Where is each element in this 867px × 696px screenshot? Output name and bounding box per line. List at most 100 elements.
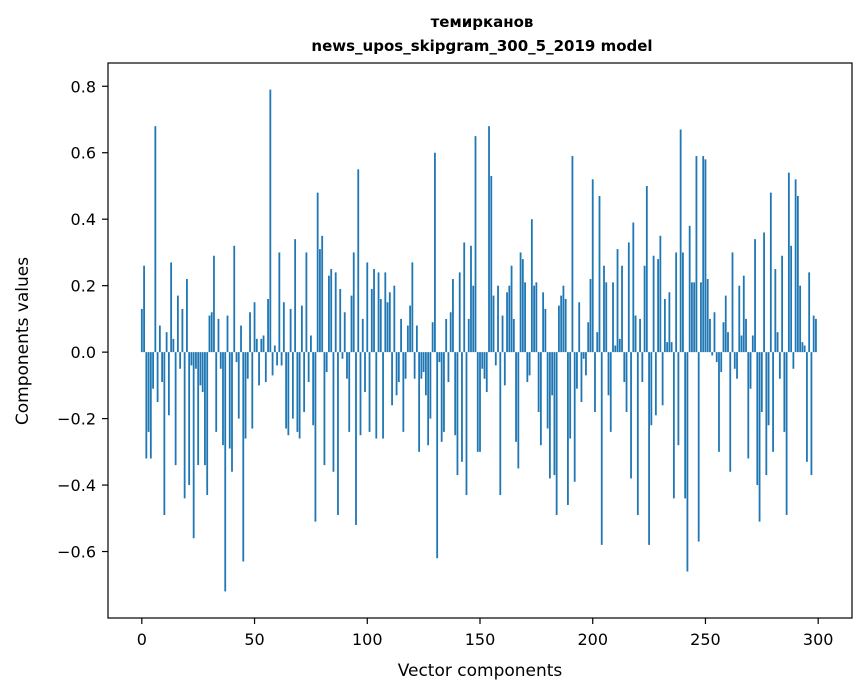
bar-8 (158, 325, 161, 353)
bar-283 (778, 352, 781, 379)
bar-110 (388, 292, 391, 353)
bar-89 (341, 352, 344, 359)
bar-72 (303, 352, 306, 412)
bar-35 (219, 352, 222, 369)
bar-180 (546, 352, 549, 429)
bar-151 (481, 352, 484, 369)
bar-12 (167, 352, 170, 416)
bar-165 (512, 318, 515, 353)
bar-213 (621, 265, 623, 353)
bar-111 (391, 352, 393, 406)
bar-203 (598, 195, 601, 353)
bar-227 (652, 255, 655, 353)
bar-233 (666, 342, 669, 353)
y-tick-label-6: 0.6 (71, 144, 96, 163)
bar-98 (361, 318, 364, 353)
bar-139 (454, 352, 457, 436)
bar-204 (600, 352, 603, 545)
bar-14 (172, 338, 175, 353)
bar-296 (808, 272, 811, 353)
bar-193 (576, 352, 578, 389)
bar-79 (319, 249, 321, 353)
bar-135 (445, 318, 448, 353)
bar-44 (240, 325, 242, 353)
bar-62 (280, 352, 283, 366)
bar-194 (578, 302, 581, 353)
bar-32 (213, 255, 215, 353)
bar-281 (774, 269, 777, 353)
bar-77 (314, 352, 317, 522)
bar-13 (170, 262, 173, 353)
bar-196 (582, 352, 585, 359)
bar-68 (294, 239, 297, 353)
bar-99 (364, 352, 366, 393)
bar-39 (228, 352, 231, 449)
bar-22 (190, 352, 193, 366)
bar-164 (510, 265, 513, 353)
bar-107 (382, 352, 384, 439)
bar-276 (763, 232, 765, 353)
bar-271 (751, 335, 754, 353)
x-tick-label-300: 300 (803, 630, 834, 649)
y-axis-label: Components values (13, 257, 33, 425)
bar-125 (422, 352, 425, 373)
bar-284 (781, 255, 784, 353)
bar-221 (639, 318, 641, 353)
bar-121 (413, 352, 416, 379)
bar-140 (456, 352, 459, 476)
bar-231 (661, 352, 664, 406)
bar-117 (404, 352, 407, 379)
bar-167 (517, 352, 520, 469)
x-axis-label: Vector components (398, 661, 563, 681)
bar-251 (706, 279, 709, 353)
bar-63 (282, 302, 285, 353)
bar-142 (461, 352, 463, 462)
bar-58 (271, 352, 274, 376)
bar-64 (285, 352, 288, 429)
bar-148 (474, 136, 477, 353)
bar-220 (636, 352, 639, 515)
bar-27 (201, 352, 204, 393)
y-tick-label-4: 0.2 (71, 277, 96, 296)
bar-277 (765, 352, 768, 476)
chart-title-line2: news_upos_skipgram_300_5_2019 model (311, 37, 652, 55)
bar-147 (472, 285, 475, 353)
bar-130 (434, 152, 436, 353)
bar-195 (580, 352, 583, 402)
bar-279 (769, 192, 772, 353)
bar-71 (300, 305, 303, 353)
y-tick-label-3: 0.0 (71, 343, 96, 362)
bar-20 (186, 279, 188, 353)
bar-207 (607, 352, 610, 396)
bar-278 (767, 352, 770, 426)
bar-131 (436, 352, 439, 559)
y-tick-label-0: −0.6 (57, 543, 96, 562)
bar-15 (174, 352, 177, 466)
bar-272 (754, 239, 756, 353)
bar-232 (663, 298, 666, 353)
bar-113 (395, 352, 398, 396)
bar-266 (740, 335, 743, 353)
x-tick-label-100: 100 (352, 630, 383, 649)
bar-209 (612, 282, 614, 353)
plot-area-frame (107, 62, 853, 619)
bar-244 (691, 282, 693, 353)
bar-155 (490, 175, 493, 353)
bar-236 (672, 352, 675, 499)
bar-170 (524, 282, 526, 353)
bar-275 (760, 352, 763, 412)
bar-48 (249, 312, 251, 353)
bar-291 (796, 195, 799, 353)
bar-262 (731, 252, 734, 353)
bar-184 (555, 352, 558, 515)
bar-247 (697, 352, 700, 542)
bar-288 (790, 245, 793, 353)
bar-66 (289, 308, 292, 353)
bar-294 (803, 345, 806, 353)
bar-187 (562, 285, 565, 353)
bar-37 (224, 352, 227, 592)
bar-254 (713, 312, 716, 353)
bar-186 (560, 295, 563, 353)
